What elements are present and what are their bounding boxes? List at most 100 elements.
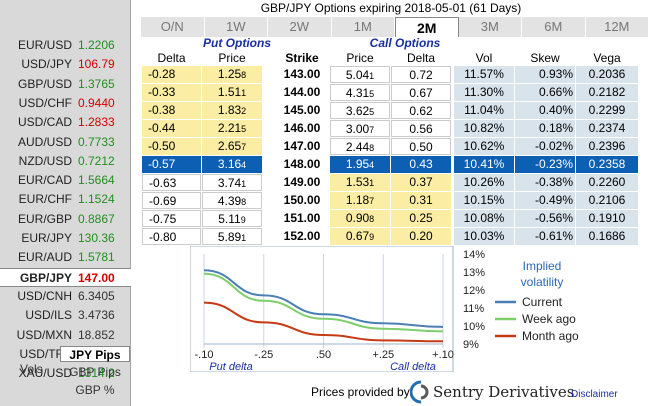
pair-row-gbp-usd[interactable]: GBP/USD 1.3765 xyxy=(0,75,131,94)
series-line-current xyxy=(203,269,444,328)
chart-title-line-1: Implied xyxy=(523,259,562,273)
vols-label: Vols xyxy=(20,362,43,376)
table-row[interactable]: -0.63 3.741 149.00 1.531 0.37 10.26% -0.38% 0.2… xyxy=(141,174,641,192)
skew-cell: 0.66% xyxy=(515,84,575,101)
chart-series xyxy=(203,269,444,343)
put-delta-cell-value: -0.69 xyxy=(149,194,177,208)
pair-row-usd-mxn[interactable]: USD/MXN 18.852 xyxy=(0,326,131,345)
pair-row-aud-usd[interactable]: AUD/USD 0.7733 xyxy=(0,133,131,152)
pair-row-usd-jpy[interactable]: USD/JPY 106.79 xyxy=(0,55,131,74)
table-row[interactable]: -0.33 1.511 144.00 4.315 0.67 11.30% 0.66% 0.21… xyxy=(141,84,641,102)
tab-2w[interactable]: 2W xyxy=(268,17,332,37)
vols-option-gbp-pips[interactable]: GBP Pips xyxy=(69,365,121,379)
put-price-cell[interactable]: 1.258 xyxy=(202,66,262,83)
put-price-cell-pip-digit: 1 xyxy=(241,233,247,243)
pair-row-usd-cad[interactable]: USD/CAD 1.2833 xyxy=(0,113,131,132)
vol-cell-value: 10.08% xyxy=(463,211,505,225)
pair-rate: 1.2206 xyxy=(78,38,115,52)
put-price-cell[interactable]: 2.657 xyxy=(202,138,262,155)
skew-cell-value: 0.18% xyxy=(538,121,573,135)
tab-1w[interactable]: 1W xyxy=(204,17,268,37)
x-tick-label: .50 xyxy=(316,349,331,361)
call-price-cell-value: 1.95 xyxy=(345,157,370,171)
call-price-cell[interactable]: 1.954 xyxy=(330,156,390,173)
put-price-cell[interactable]: 3.164 xyxy=(202,156,262,173)
call-price-cell[interactable]: 5.041 xyxy=(330,66,390,83)
tab-12m[interactable]: 12M xyxy=(585,17,649,37)
put-price-cell[interactable]: 2.215 xyxy=(202,120,262,137)
vega-cell-value: 0.2036 xyxy=(588,67,626,81)
vol-cell-value: 10.03% xyxy=(463,229,505,243)
call-price-cell[interactable]: 0.908 xyxy=(330,210,390,227)
table-row[interactable]: -0.44 2.215 146.00 3.007 0.56 10.82% 0.18% 0.23… xyxy=(141,120,641,138)
pair-row-eur-usd[interactable]: EUR/USD 1.2206 xyxy=(0,36,131,55)
put-price-cell[interactable]: 5.119 xyxy=(202,210,262,227)
tab-2m[interactable]: 2M xyxy=(395,17,459,37)
put-delta-cell: -0.50 xyxy=(142,138,201,155)
strike-cell-value: 143.00 xyxy=(283,67,321,81)
call-delta-cell: 0.50 xyxy=(391,138,451,155)
y-tick-label: 14% xyxy=(463,249,485,261)
call-price-cell[interactable]: 2.448 xyxy=(330,138,390,155)
table-row[interactable]: -0.38 1.832 145.00 3.625 0.62 11.04% 0.40% 0.22… xyxy=(141,102,641,120)
tab-on[interactable]: O/N xyxy=(141,17,205,37)
call-price-cell[interactable]: 3.007 xyxy=(330,120,390,137)
table-row[interactable]: -0.69 4.398 150.00 1.187 0.31 10.15% -0.49% 0.2… xyxy=(141,192,641,210)
chart-frame xyxy=(190,246,454,372)
pair-row-eur-aud[interactable]: EUR/AUD 1.5781 xyxy=(0,248,131,267)
vols-option-jpy-pips[interactable]: JPY Pips xyxy=(60,346,130,362)
tab-6m[interactable]: 6M xyxy=(522,17,586,37)
table-row[interactable]: -0.28 1.258 143.00 5.041 0.72 11.57% 0.93% 0.20… xyxy=(141,66,641,84)
tab-1m[interactable]: 1M xyxy=(331,17,395,37)
vega-cell-value: 0.2182 xyxy=(588,85,626,99)
table-row[interactable]: -0.50 2.657 147.00 2.448 0.50 10.62% -0.02% 0.2… xyxy=(141,138,641,156)
disclaimer-link[interactable]: Disclaimer xyxy=(571,389,618,400)
put-price-cell-pip-digit: 9 xyxy=(240,215,246,225)
put-delta-cell-value: -0.75 xyxy=(149,212,177,226)
pair-name: USD/CHF xyxy=(18,95,72,110)
put-price-cell[interactable]: 3.741 xyxy=(202,174,262,191)
call-delta-cell-value: 0.31 xyxy=(409,193,433,207)
pair-row-eur-gbp[interactable]: EUR/GBP 0.8867 xyxy=(0,210,131,229)
vol-cell: 10.82% xyxy=(454,120,514,137)
put-price-cell[interactable]: 1.832 xyxy=(202,102,262,119)
put-price-cell[interactable]: 1.511 xyxy=(202,84,262,101)
call-price-cell[interactable]: 0.679 xyxy=(330,228,390,245)
strike-cell: 150.00 xyxy=(277,192,327,209)
pair-row-usd-chf[interactable]: USD/CHF 0.9440 xyxy=(0,94,131,113)
vols-option-gbp-[interactable]: GBP % xyxy=(75,383,115,397)
pair-rate: 1.5664 xyxy=(78,173,115,188)
table-row[interactable]: -0.75 5.119 151.00 0.908 0.25 10.08% -0.56% 0.1… xyxy=(141,210,641,228)
sentry-logo-icon xyxy=(410,380,429,404)
pair-row-usd-ils[interactable]: USD/ILS 3.4736 xyxy=(0,306,131,325)
strike-cell: 147.00 xyxy=(277,138,327,155)
y-tick-label: 9% xyxy=(463,339,479,351)
provider-name: Sentry Derivatives xyxy=(433,383,575,401)
call-delta-cell-value: 0.72 xyxy=(409,68,433,82)
put-delta-cell-value: -0.33 xyxy=(148,85,176,99)
pair-row-nzd-usd[interactable]: NZD/USD 0.7212 xyxy=(0,152,131,171)
put-price-cell[interactable]: 4.398 xyxy=(202,192,262,209)
pair-row-eur-jpy[interactable]: EUR/JPY 130.36 xyxy=(0,229,131,248)
vega-cell: 0.2036 xyxy=(576,66,638,83)
call-price-cell[interactable]: 1.187 xyxy=(330,192,390,209)
call-delta-cell: 0.25 xyxy=(391,210,451,227)
tab-3m[interactable]: 3M xyxy=(458,17,522,37)
pair-row-gbp-jpy[interactable]: GBP/JPY 147.00 xyxy=(0,267,131,287)
vol-cell-value: 11.30% xyxy=(464,85,504,99)
put-price-cell[interactable]: 5.891 xyxy=(202,228,262,245)
call-delta-cell: 0.67 xyxy=(391,84,451,101)
table-row[interactable]: -0.80 5.891 152.00 0.679 0.20 10.03% -0.61% 0.1… xyxy=(141,228,641,246)
call-price-cell[interactable]: 4.315 xyxy=(330,84,390,101)
table-row[interactable]: -0.57 3.164 148.00 1.954 0.43 10.41% -0.23% 0.2… xyxy=(141,156,641,174)
pair-row-eur-cad[interactable]: EUR/CAD 1.5664 xyxy=(0,171,131,190)
y-tick-label: 10% xyxy=(463,321,485,333)
call-price-cell[interactable]: 3.625 xyxy=(330,102,390,119)
pair-row-eur-chf[interactable]: EUR/CHF 1.1524 xyxy=(0,190,131,209)
call-delta-cell-value: 0.67 xyxy=(409,86,433,100)
pair-row-xau-usd[interactable]: XAU/USD 1314.2 xyxy=(0,364,131,383)
pair-row-usd-cnh[interactable]: USD/CNH 6.3405 xyxy=(0,287,131,306)
put-price-header: Price xyxy=(218,51,246,65)
call-delta-cell-value: 0.25 xyxy=(409,211,433,225)
call-price-cell[interactable]: 1.531 xyxy=(330,174,390,191)
